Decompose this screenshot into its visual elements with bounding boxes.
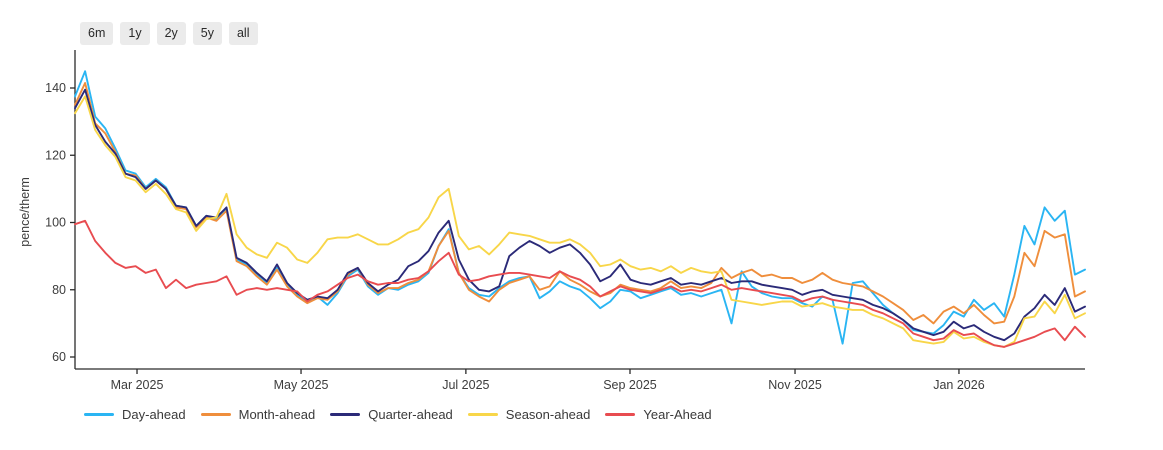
range-selector: 6m 1y 2y 5y all [80,22,258,45]
x-tick-label: Jan 2026 [933,378,984,392]
y-axis-title: pence/therm [18,177,32,247]
legend-swatch-month-ahead [200,413,231,416]
legend-label: Season-ahead [505,407,591,422]
legend-item-year-ahead[interactable]: Year-Ahead [605,407,712,422]
x-tick-label: May 2025 [274,378,329,392]
legend-swatch-year-ahead [605,413,636,416]
legend-item-quarter-ahead[interactable]: Quarter-ahead [330,407,453,422]
x-tick-label: Sep 2025 [603,378,657,392]
series-line-quarter-ahead [74,88,1086,342]
legend-item-month-ahead[interactable]: Month-ahead [200,407,316,422]
legend-swatch-day-ahead [84,413,114,416]
y-tick-label: 100 [45,216,66,230]
price-chart: 60 80 100 120 140 Mar 2025 May 2025 Jul 2025 Sep… [45,50,1086,392]
legend-label: Day-ahead [122,407,186,422]
range-button-1y[interactable]: 1y [120,22,150,45]
legend-label: Quarter-ahead [368,407,453,422]
y-tick-label: 80 [52,283,66,297]
range-button-2y[interactable]: 2y [156,22,186,45]
x-tick-label: Jul 2025 [442,378,489,392]
y-tick-label: 120 [45,148,66,162]
legend-swatch-quarter-ahead [330,413,361,416]
x-tick-label: Mar 2025 [111,378,164,392]
range-button-6m[interactable]: 6m [80,22,114,45]
series-line-year-ahead [74,219,1086,348]
chart-legend: Day-ahead Month-ahead Quarter-ahead Season-… [84,407,727,422]
y-tick-label: 60 [52,350,66,364]
legend-label: Month-ahead [238,407,316,422]
legend-item-season-ahead[interactable]: Season-ahead [467,407,591,422]
series-line-season-ahead [74,95,1086,348]
series-line-day-ahead [74,70,1086,345]
range-button-5y[interactable]: 5y [192,22,222,45]
y-tick-label: 140 [45,81,66,95]
series-line-month-ahead [74,82,1086,325]
legend-swatch-season-ahead [467,413,498,416]
legend-item-day-ahead[interactable]: Day-ahead [84,407,186,422]
legend-label: Year-Ahead [643,407,712,422]
x-tick-label: Nov 2025 [768,378,822,392]
range-button-all[interactable]: all [228,22,258,45]
